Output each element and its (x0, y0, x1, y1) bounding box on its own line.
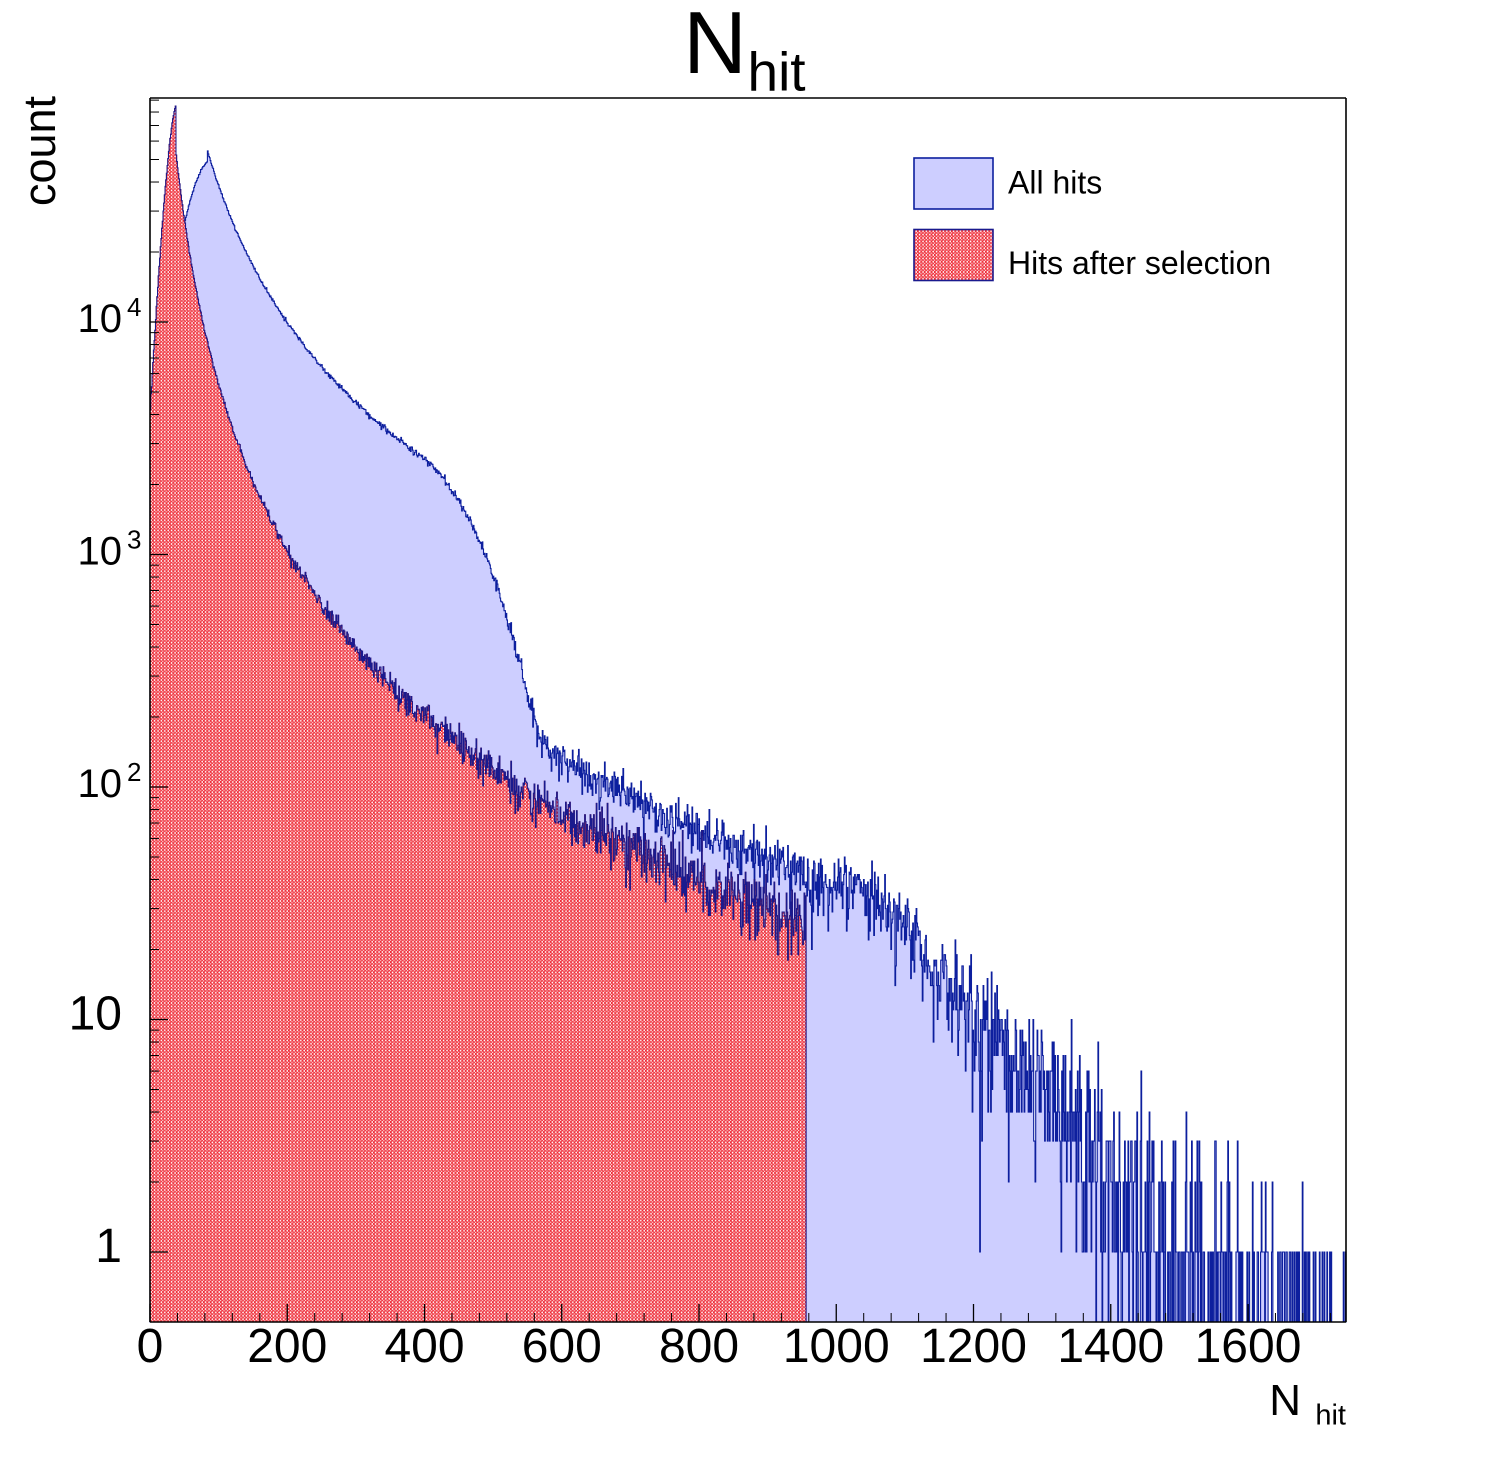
svg-text:600: 600 (522, 1320, 602, 1373)
svg-text:400: 400 (384, 1320, 464, 1373)
svg-text:N: N (683, 0, 747, 92)
svg-text:10: 10 (78, 297, 123, 341)
svg-text:0: 0 (137, 1320, 164, 1373)
svg-text:10: 10 (69, 988, 122, 1041)
svg-text:All hits: All hits (1008, 165, 1102, 201)
svg-text:3: 3 (127, 525, 141, 555)
svg-text:Hits after selection: Hits after selection (1008, 245, 1271, 281)
svg-text:hit: hit (1315, 1399, 1346, 1431)
svg-text:200: 200 (247, 1320, 327, 1373)
svg-text:2: 2 (127, 757, 141, 787)
svg-text:1400: 1400 (1057, 1320, 1164, 1373)
svg-text:800: 800 (659, 1320, 739, 1373)
svg-text:1: 1 (95, 1220, 122, 1273)
svg-text:10: 10 (78, 762, 123, 806)
svg-text:4: 4 (127, 292, 141, 322)
svg-text:1000: 1000 (783, 1320, 890, 1373)
svg-text:hit: hit (747, 41, 805, 103)
svg-text:N: N (1269, 1376, 1301, 1425)
svg-text:10: 10 (78, 530, 123, 574)
svg-text:1200: 1200 (920, 1320, 1027, 1373)
svg-text:1600: 1600 (1195, 1320, 1302, 1373)
svg-text:count: count (14, 95, 65, 206)
